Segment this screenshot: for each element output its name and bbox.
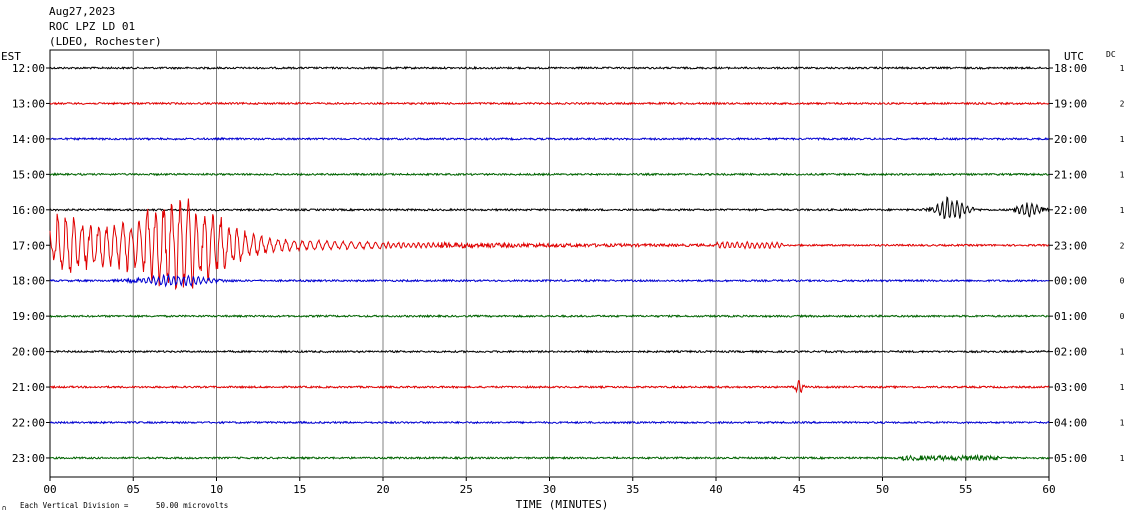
est-hour-label: 18:00: [12, 275, 45, 288]
x-tick-label: 15: [293, 483, 306, 496]
trace-group: [49, 65, 1050, 463]
header-network: (LDEO, Rochester): [49, 35, 162, 48]
seismic-trace-2200: [49, 420, 1050, 425]
x-tick-label: 40: [709, 483, 722, 496]
utc-hour-label: 18:00: [1054, 62, 1087, 75]
est-hour-label: 19:00: [12, 310, 45, 323]
dc-offset-label: 1: [1120, 419, 1125, 428]
est-hour-label: 14:00: [12, 133, 45, 146]
est-hour-label: 16:00: [12, 204, 45, 217]
seismic-trace-1400: [49, 136, 1050, 142]
x-tick-label: 00: [43, 483, 56, 496]
est-hour-label: 17:00: [12, 239, 45, 252]
utc-hour-label: 04:00: [1054, 417, 1087, 430]
scale-value: 50.00 microvolts: [156, 501, 228, 510]
dc-offset-label: 2: [1120, 241, 1125, 250]
x-tick-label: 45: [793, 483, 806, 496]
x-axis-label: TIME (MINUTES): [516, 498, 609, 511]
utc-hour-label: 22:00: [1054, 204, 1087, 217]
dc-offset-label: 1: [1120, 383, 1125, 392]
grid: [46, 49, 1053, 481]
utc-hour-label: 03:00: [1054, 381, 1087, 394]
est-hour-label: 12:00: [12, 62, 45, 75]
utc-hour-label: 05:00: [1054, 452, 1087, 465]
est-hour-label: 21:00: [12, 381, 45, 394]
label-group: EST UTC DC TIME (MINUTES) ∩ Each Vertica…: [1, 50, 1125, 512]
scale-note: Each Vertical Division =: [20, 501, 129, 510]
dc-axis-label: DC: [1106, 50, 1116, 59]
x-tick-label: 05: [127, 483, 140, 496]
x-tick-label: 30: [543, 483, 556, 496]
utc-hour-label: 19:00: [1054, 97, 1087, 110]
utc-axis-label: UTC: [1064, 50, 1084, 63]
seismic-trace-1500: [49, 172, 1050, 177]
seismic-trace-1600: [49, 196, 1050, 220]
dc-offset-label: 1: [1120, 170, 1125, 179]
x-tick-label: 55: [959, 483, 972, 496]
seismic-trace-2000: [49, 349, 1050, 354]
seismic-trace-2100: [49, 380, 1050, 394]
x-tick-label: 25: [460, 483, 473, 496]
utc-hour-label: 02:00: [1054, 346, 1087, 359]
seismic-trace-1700: [49, 198, 1050, 291]
utc-hour-label: 00:00: [1054, 275, 1087, 288]
utc-hour-label: 01:00: [1054, 310, 1087, 323]
dc-offset-label: 1: [1120, 348, 1125, 357]
seismic-trace-1200: [49, 65, 1049, 71]
x-tick-label: 35: [626, 483, 639, 496]
dc-offset-label: 1: [1120, 454, 1125, 463]
utc-hour-label: 21:00: [1054, 168, 1087, 181]
utc-hour-label: 23:00: [1054, 239, 1087, 252]
dc-offset-label: 1: [1120, 64, 1125, 73]
est-hour-label: 20:00: [12, 346, 45, 359]
est-hour-label: 15:00: [12, 168, 45, 181]
utc-hour-label: 20:00: [1054, 133, 1087, 146]
dc-offset-label: 2: [1120, 99, 1125, 108]
seismic-trace-1900: [49, 314, 1050, 319]
dc-offset-label: 1: [1120, 206, 1125, 215]
x-tick-label: 50: [876, 483, 889, 496]
x-tick-label: 60: [1042, 483, 1055, 496]
header-station: ROC LPZ LD 01: [49, 20, 136, 33]
dc-offset-label: 0: [1120, 312, 1125, 321]
est-hour-label: 22:00: [12, 417, 45, 430]
seismic-trace-2300: [49, 453, 1050, 463]
dc-offset-label: 1: [1120, 135, 1125, 144]
x-tick-label: 20: [376, 483, 389, 496]
x-tick-label: 10: [210, 483, 223, 496]
est-hour-label: 23:00: [12, 452, 45, 465]
header-date: Aug27,2023: [49, 5, 116, 18]
seismic-trace-1800: [49, 273, 1050, 288]
seismic-trace-1300: [49, 101, 1050, 106]
dc-offset-label: 0: [1120, 277, 1125, 286]
corner-mark: ∩: [2, 504, 6, 512]
est-axis-label: EST: [1, 50, 21, 63]
est-hour-label: 13:00: [12, 97, 45, 110]
